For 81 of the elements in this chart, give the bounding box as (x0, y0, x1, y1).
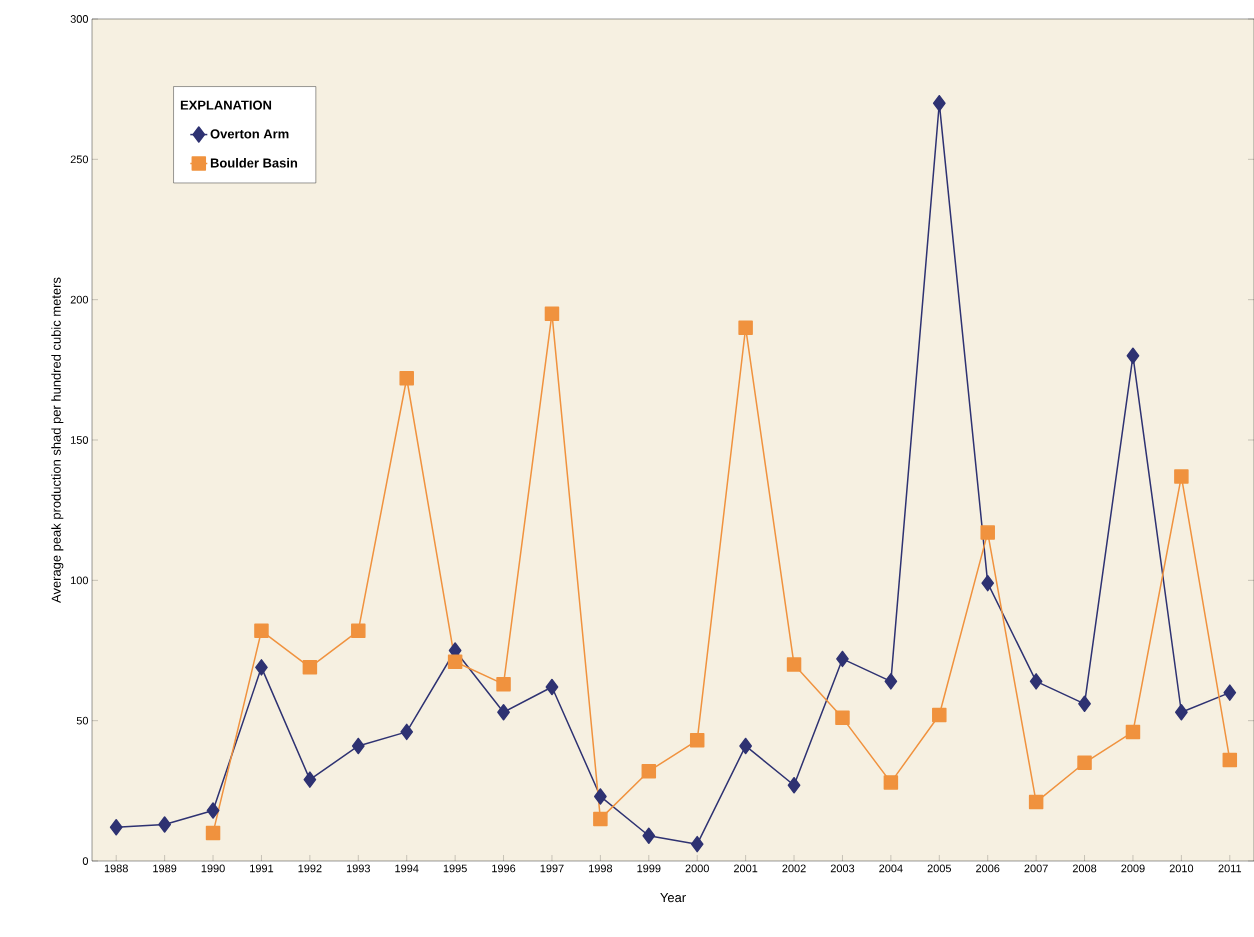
x-tick-label: 2008 (1072, 864, 1097, 873)
x-tick-label: 1992 (298, 864, 322, 873)
point (1126, 347, 1140, 365)
point (447, 654, 463, 669)
x-tick-label: 2000 (685, 864, 709, 873)
point (302, 660, 318, 675)
point (400, 723, 414, 741)
point (980, 525, 995, 540)
point (883, 775, 899, 790)
point (932, 707, 947, 723)
point (399, 371, 414, 386)
y-axis-title: Average peak production shad per hundred cubic meters (51, 277, 64, 603)
point (1222, 752, 1238, 768)
x-tick-label: 1995 (443, 864, 467, 873)
x-tick-label: 2011 (1218, 864, 1242, 873)
point (1077, 755, 1092, 771)
point (690, 835, 704, 853)
y-tick-label: 250 (70, 155, 89, 164)
point (932, 94, 946, 112)
point (206, 802, 220, 819)
x-tick-label: 2010 (1169, 864, 1194, 873)
x-tick-label: 2009 (1121, 864, 1145, 873)
x-tick-label: 1996 (492, 864, 516, 873)
point (1175, 704, 1188, 721)
x-tick-label: 1993 (346, 864, 370, 873)
point (158, 816, 171, 833)
x-tick-label: 2004 (879, 864, 903, 873)
point (545, 678, 559, 696)
point (496, 676, 511, 692)
point (303, 771, 317, 788)
x-tick-label: 1991 (250, 864, 274, 873)
x-tick-label: 1988 (104, 864, 128, 873)
point (884, 673, 898, 690)
point (981, 574, 995, 592)
point (836, 650, 849, 668)
y-tick-label: 50 (76, 716, 89, 725)
point (255, 659, 268, 676)
x-tick-label: 1994 (395, 864, 419, 873)
point (593, 811, 608, 827)
point (1125, 724, 1141, 740)
x-tick-label: 2001 (733, 864, 758, 873)
point (1078, 695, 1091, 713)
point (544, 306, 560, 321)
x-tick-label: 1990 (201, 864, 225, 873)
point (1029, 673, 1043, 690)
legend-label: Overton Arm (210, 129, 289, 139)
point (205, 825, 221, 841)
point (786, 657, 802, 672)
x-tick-label: 2002 (782, 864, 806, 873)
x-tick-label: 1998 (589, 864, 613, 873)
x-tick-label: 1989 (153, 864, 177, 873)
point (1174, 469, 1189, 484)
x-tick-label: 2006 (976, 864, 1000, 873)
point (738, 320, 753, 335)
point (739, 737, 752, 755)
y-tick-label: 200 (70, 295, 89, 304)
x-tick-label: 2007 (1024, 864, 1048, 873)
point (594, 788, 607, 805)
point (1223, 684, 1237, 701)
x-tick-label: 2003 (830, 864, 855, 873)
point (351, 623, 366, 639)
point (109, 819, 123, 836)
x-tick-label: 2005 (927, 864, 952, 873)
y-tick-label: 150 (71, 436, 89, 444)
y-tick-label: 100 (71, 576, 89, 585)
x-tick-label: 1999 (637, 864, 661, 873)
legend-label: Boulder Basin (210, 158, 298, 168)
point (254, 623, 269, 639)
y-tick-label: 0 (82, 857, 89, 865)
point (787, 776, 801, 794)
legend-title: EXPLANATION (180, 100, 272, 110)
x-axis-title: Year (660, 893, 686, 903)
point (689, 733, 705, 748)
point (497, 704, 510, 721)
point (1028, 794, 1044, 810)
point (641, 763, 657, 779)
point (835, 710, 850, 726)
y-tick-label: 300 (70, 15, 89, 23)
point (642, 827, 656, 844)
x-tick-label: 1997 (540, 864, 564, 873)
point (351, 737, 365, 755)
